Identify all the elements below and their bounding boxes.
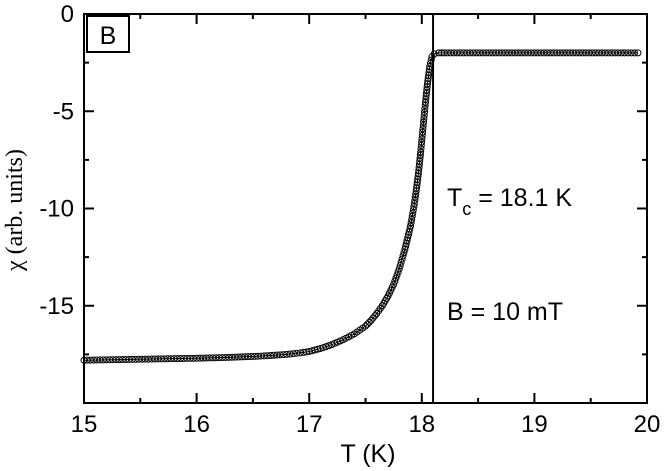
x-tick-label: 16: [183, 411, 210, 438]
data-point: [390, 280, 398, 288]
data-point: [427, 56, 435, 64]
x-tick-label: 19: [521, 411, 548, 438]
data-point: [631, 49, 639, 57]
x-axis-title: T (K): [340, 440, 395, 468]
y-tick-label: -15: [39, 293, 74, 320]
data-point: [400, 249, 408, 257]
data-point: [363, 320, 371, 328]
data-point: [627, 49, 635, 57]
data-point: [392, 274, 400, 282]
y-axis-title: χ (arb. units): [2, 149, 28, 272]
data-point: [399, 252, 407, 260]
data-point: [397, 258, 405, 266]
data-point: [286, 350, 294, 358]
data-point: [418, 131, 426, 139]
data-point: [409, 206, 417, 214]
y-axis-symbol: χ: [2, 260, 28, 272]
data-point: [620, 49, 628, 57]
data-point: [362, 322, 369, 330]
data-points: [80, 49, 642, 364]
data-point: [419, 125, 427, 133]
data-point: [419, 128, 427, 136]
data-point: [420, 115, 428, 123]
y-axis-unit: (arb. units): [2, 149, 28, 260]
data-point: [419, 121, 427, 129]
x-tick-label: 15: [71, 411, 98, 438]
data-point: [289, 350, 297, 358]
tick-labels: 15 16 17 18 19 20 0 -5 -10 -15: [39, 1, 660, 438]
data-point: [409, 209, 417, 217]
data-point: [407, 219, 415, 227]
data-point: [430, 50, 438, 58]
data-point: [394, 268, 402, 276]
y-tick-label: -10: [39, 196, 74, 223]
data-point: [418, 135, 426, 143]
field-annotation: B = 10 mT: [447, 298, 563, 326]
data-point: [417, 145, 425, 153]
data-point: [279, 351, 287, 359]
data-point: [421, 108, 429, 116]
data-point: [426, 59, 434, 67]
tc-annotation: Tc = 18.1 K: [447, 184, 572, 219]
x-tick-label: 20: [634, 411, 661, 438]
data-point: [624, 49, 632, 57]
tc-main: T: [447, 184, 462, 212]
x-tick-label: 18: [408, 411, 435, 438]
panel-label-box: [86, 15, 130, 53]
data-point: [396, 262, 404, 270]
data-point: [369, 314, 377, 322]
data-point: [420, 118, 428, 126]
data-point: [417, 148, 425, 156]
data-point: [408, 212, 416, 220]
data-point: [391, 277, 399, 285]
data-point: [371, 312, 379, 320]
data-point: [408, 216, 416, 224]
data-point: [418, 138, 426, 146]
data-point: [398, 255, 406, 263]
y-tick-label: -5: [53, 98, 74, 125]
data-point: [420, 111, 428, 119]
data-point: [417, 141, 425, 149]
tc-subscript: c: [462, 199, 471, 219]
data-point: [367, 316, 375, 324]
data-point: [426, 63, 434, 71]
data-point: [283, 350, 291, 358]
data-point: [617, 49, 625, 57]
data-point: [393, 271, 401, 279]
data-point: [407, 222, 415, 230]
data-point: [293, 349, 301, 357]
data-point: [365, 318, 373, 326]
data-point: [634, 49, 642, 57]
panel-label: B: [100, 22, 117, 50]
axis-ticks: [83, 13, 648, 403]
tc-value: = 18.1 K: [471, 184, 572, 212]
y-tick-label: 0: [61, 1, 74, 28]
data-point: [395, 265, 403, 273]
x-tick-label: 17: [296, 411, 323, 438]
